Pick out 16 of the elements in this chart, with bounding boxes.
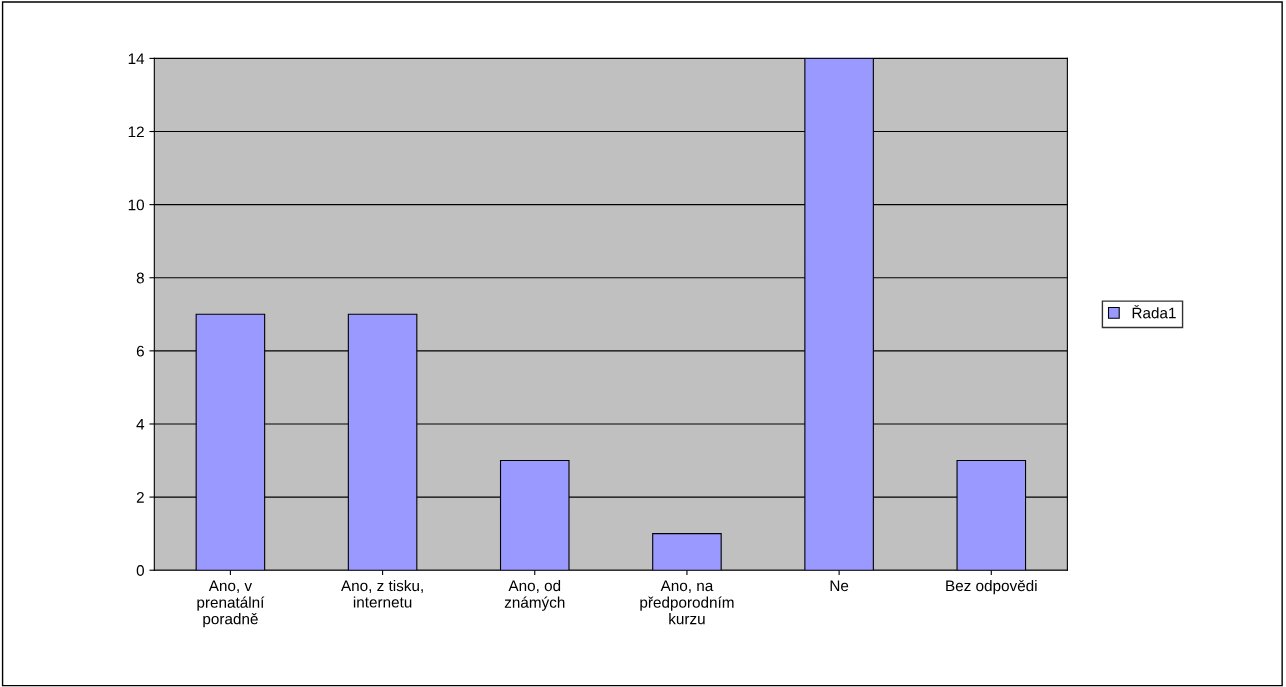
x-tick-label: Bez odpovědi [946, 579, 1037, 595]
y-tick-label: 6 [136, 345, 144, 357]
y-tick-label: 0 [136, 565, 144, 576]
x-tick-label: Ano, z tisku, internetu [341, 579, 423, 608]
legend-label: Řada1 [1132, 304, 1176, 319]
x-tick-label: Ano, na předporodním kurzu [640, 580, 734, 625]
y-tick-label: 10 [128, 199, 144, 211]
y-tick-label: 4 [136, 419, 145, 430]
y-tick-label: 8 [136, 272, 144, 284]
x-tick-label: Ano, v prenatální poradně [197, 580, 265, 628]
x-tick-label: Ano, od známých [504, 579, 565, 611]
y-tick-label: 14 [128, 53, 145, 64]
x-tick-label: Ne [830, 580, 849, 592]
bar [652, 533, 722, 571]
y-tick-label: 12 [128, 126, 144, 138]
y-tick-label: 2 [136, 491, 144, 503]
